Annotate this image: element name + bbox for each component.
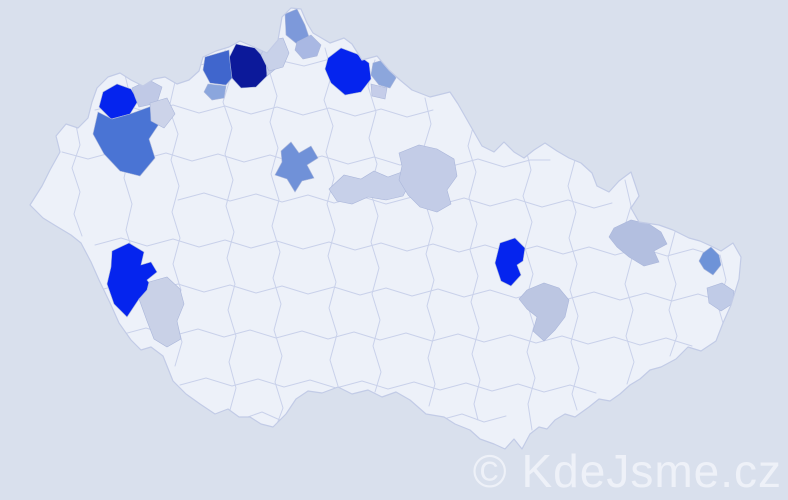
- highlighted-districts: [92, 8, 735, 348]
- district-r21[interactable]: [518, 282, 570, 342]
- district-r05[interactable]: [98, 83, 139, 120]
- district-r03[interactable]: [203, 83, 227, 101]
- district-r08[interactable]: [149, 97, 176, 129]
- district-r06[interactable]: [92, 105, 160, 177]
- district-r20[interactable]: [494, 237, 526, 287]
- district-r14[interactable]: [370, 83, 388, 100]
- district-r10[interactable]: [294, 34, 322, 60]
- district-r17[interactable]: [398, 144, 458, 213]
- district-r02[interactable]: [202, 49, 233, 86]
- district-r23[interactable]: [698, 246, 722, 276]
- district-r19[interactable]: [138, 276, 185, 348]
- district-r15[interactable]: [274, 141, 319, 193]
- district-r12[interactable]: [324, 47, 372, 96]
